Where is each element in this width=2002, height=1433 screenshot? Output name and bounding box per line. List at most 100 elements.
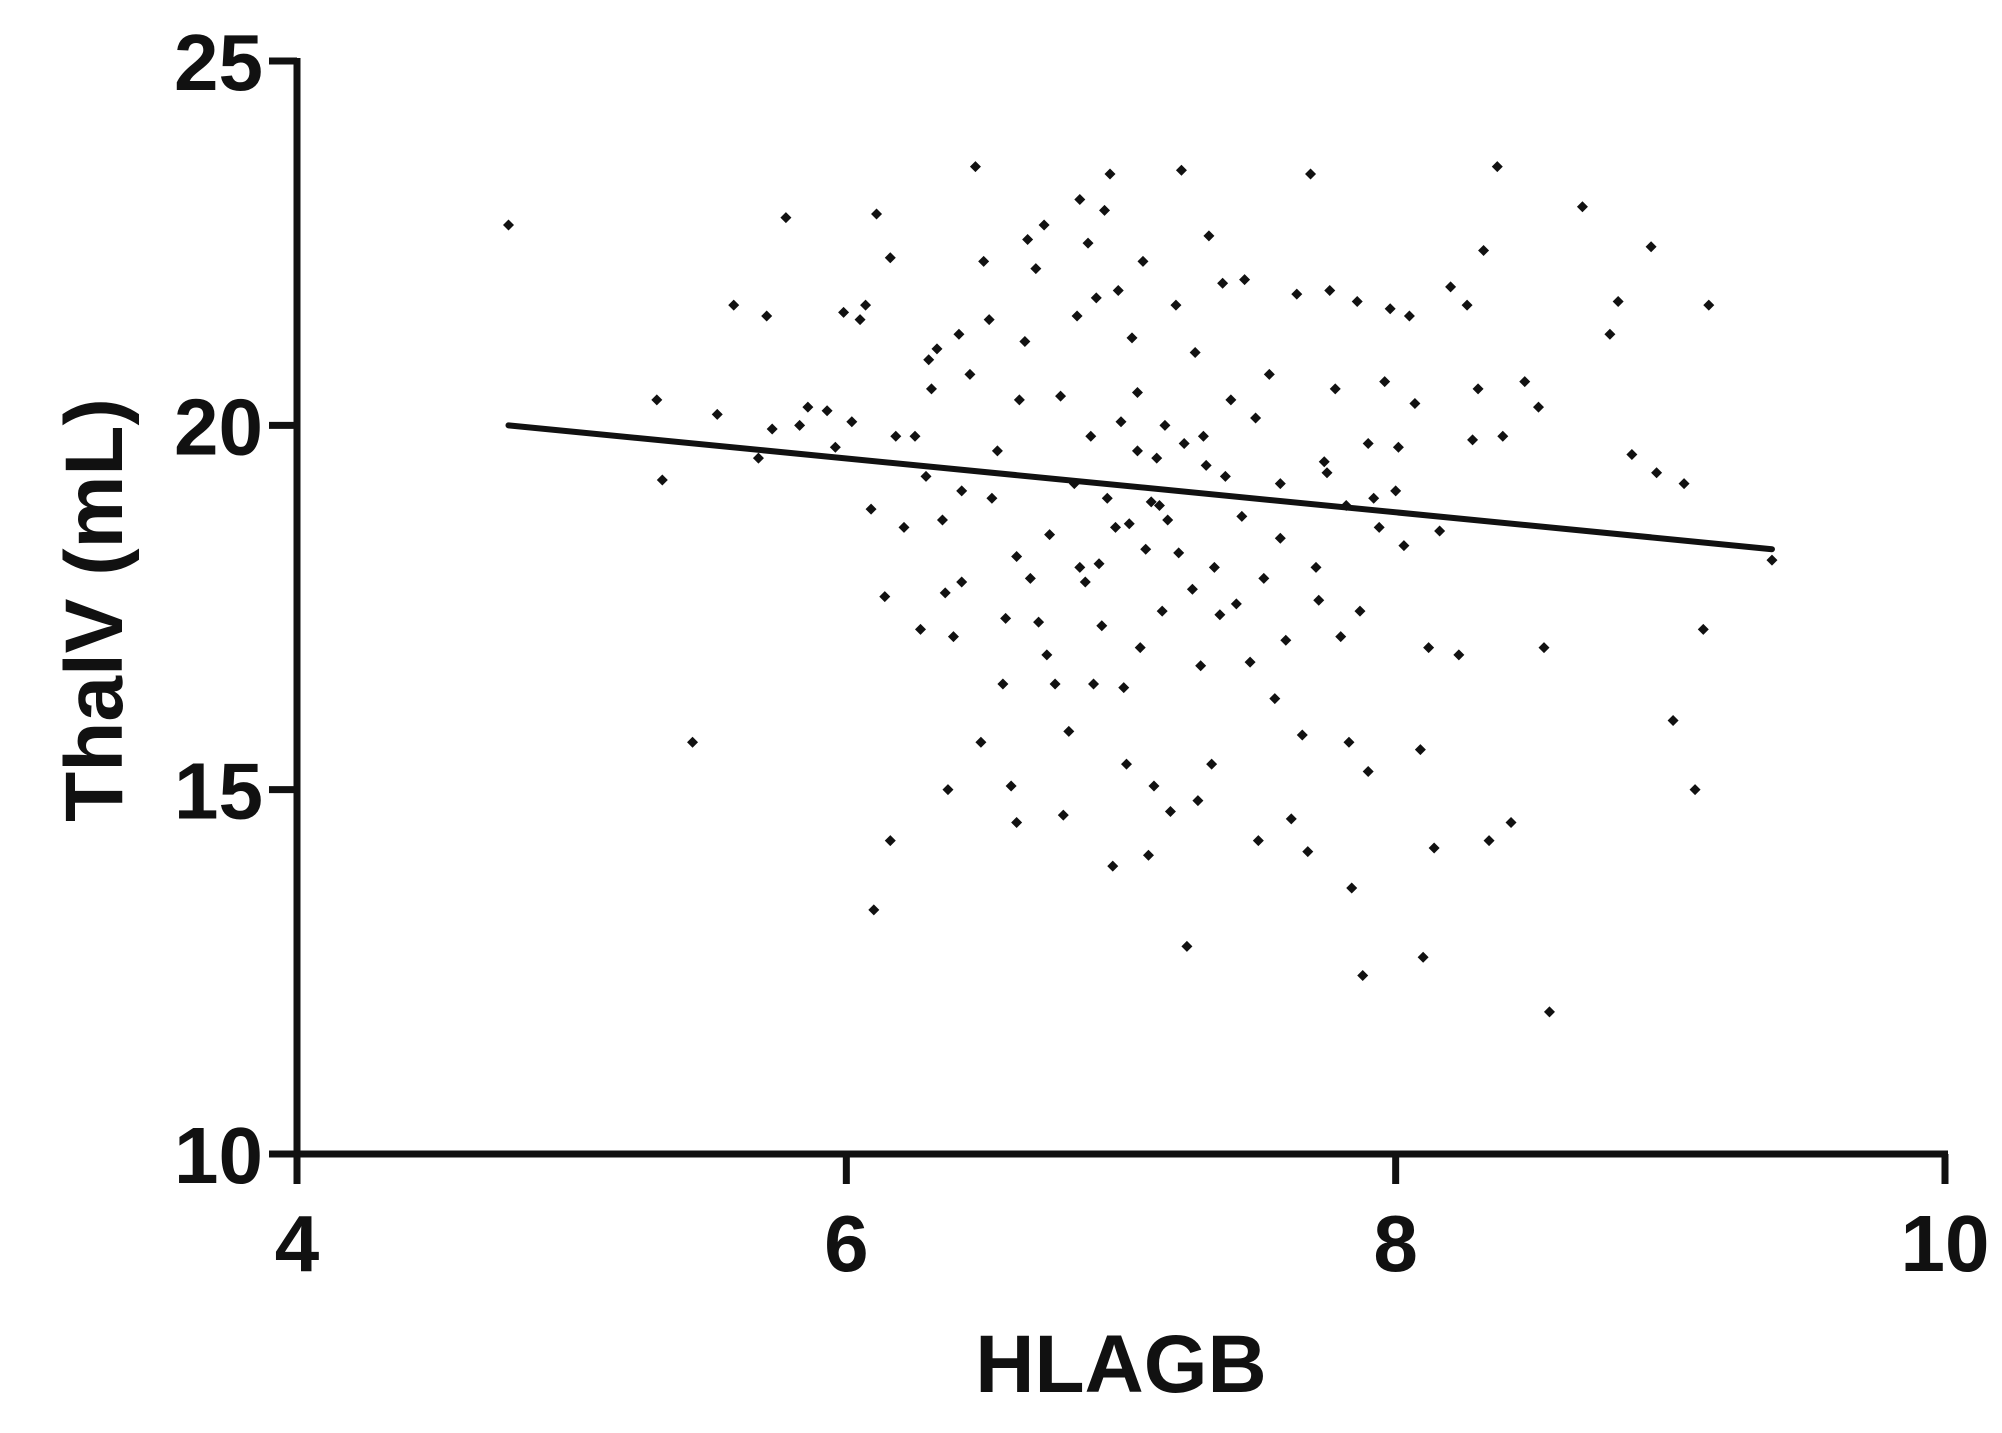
data-point bbox=[752, 452, 764, 464]
data-point bbox=[1118, 682, 1130, 694]
data-point bbox=[711, 408, 723, 420]
data-point bbox=[1390, 485, 1402, 497]
data-point bbox=[1005, 780, 1017, 792]
data-point bbox=[884, 835, 896, 847]
data-point bbox=[1362, 438, 1374, 450]
data-point bbox=[1368, 492, 1380, 504]
data-point bbox=[1532, 401, 1544, 413]
data-point bbox=[1478, 244, 1490, 256]
x-tick-label: 10 bbox=[1901, 1199, 1990, 1288]
data-point bbox=[1162, 514, 1174, 526]
data-point bbox=[1011, 550, 1023, 562]
data-point bbox=[1357, 969, 1369, 981]
data-point bbox=[1379, 376, 1391, 388]
data-point bbox=[969, 161, 981, 173]
data-point bbox=[925, 383, 937, 395]
data-point bbox=[1472, 383, 1484, 395]
data-point bbox=[1538, 642, 1550, 654]
data-point bbox=[1280, 634, 1292, 646]
data-point bbox=[991, 445, 1003, 457]
data-point bbox=[1453, 649, 1465, 661]
data-point bbox=[1000, 612, 1012, 624]
data-point bbox=[780, 212, 792, 224]
x-tick-label: 8 bbox=[1373, 1199, 1418, 1288]
data-point bbox=[854, 314, 866, 326]
data-point bbox=[1074, 193, 1086, 205]
data-point bbox=[898, 521, 910, 533]
data-point bbox=[1022, 234, 1034, 246]
data-point bbox=[920, 470, 932, 482]
data-point bbox=[1085, 430, 1097, 442]
data-point bbox=[1263, 368, 1275, 380]
data-point bbox=[1258, 572, 1270, 584]
data-point bbox=[1269, 693, 1281, 705]
data-point bbox=[1126, 332, 1138, 344]
data-point bbox=[728, 299, 740, 311]
data-point bbox=[1115, 416, 1127, 428]
data-point bbox=[1019, 336, 1031, 348]
x-axis-title: HLAGB bbox=[975, 1319, 1267, 1410]
data-point bbox=[1244, 656, 1256, 668]
data-point bbox=[1467, 434, 1479, 446]
data-point bbox=[1225, 394, 1237, 406]
data-point bbox=[1134, 642, 1146, 654]
data-point bbox=[890, 430, 902, 442]
data-point bbox=[1483, 835, 1495, 847]
data-point bbox=[1159, 419, 1171, 431]
data-point bbox=[1519, 376, 1531, 388]
data-point bbox=[1170, 299, 1182, 311]
data-point bbox=[1178, 438, 1190, 450]
axes: 10 15 20 25 4 6 8 10 bbox=[174, 18, 1989, 1288]
data-point bbox=[1274, 532, 1286, 544]
data-point bbox=[1195, 660, 1207, 672]
y-tick-label: 10 bbox=[174, 1111, 263, 1200]
data-point bbox=[1274, 478, 1286, 490]
data-point bbox=[956, 485, 968, 497]
data-point bbox=[502, 219, 514, 231]
data-point bbox=[802, 401, 814, 413]
data-point bbox=[1104, 168, 1116, 180]
data-point bbox=[1181, 940, 1193, 952]
data-point bbox=[1497, 430, 1509, 442]
data-point bbox=[1354, 605, 1366, 617]
data-point bbox=[1217, 277, 1229, 289]
data-point bbox=[1491, 161, 1503, 173]
data-point bbox=[687, 736, 699, 748]
data-point bbox=[1543, 1006, 1555, 1018]
regression-line-group bbox=[505, 422, 1775, 553]
x-tick-label: 6 bbox=[824, 1199, 869, 1288]
data-point bbox=[914, 623, 926, 635]
data-point bbox=[879, 591, 891, 603]
data-point bbox=[1079, 576, 1091, 588]
data-point bbox=[1112, 285, 1124, 297]
data-point bbox=[1678, 478, 1690, 490]
data-point bbox=[1346, 882, 1358, 894]
data-point bbox=[651, 394, 663, 406]
data-point bbox=[1703, 299, 1715, 311]
data-point bbox=[1434, 525, 1446, 537]
data-point bbox=[1324, 285, 1336, 297]
data-point bbox=[1403, 310, 1415, 322]
data-point bbox=[1110, 521, 1122, 533]
data-point bbox=[1131, 445, 1143, 457]
data-point bbox=[846, 416, 858, 428]
data-point bbox=[821, 405, 833, 417]
data-point bbox=[1206, 758, 1218, 770]
data-point bbox=[1049, 678, 1061, 690]
data-point bbox=[1219, 470, 1231, 482]
data-point bbox=[1173, 547, 1185, 559]
data-point bbox=[1335, 631, 1347, 643]
data-point bbox=[1392, 441, 1404, 453]
data-point bbox=[1142, 849, 1154, 861]
data-point bbox=[975, 736, 987, 748]
data-point bbox=[1082, 237, 1094, 249]
data-point bbox=[1189, 346, 1201, 358]
data-point bbox=[1252, 835, 1264, 847]
data-point bbox=[794, 419, 806, 431]
y-tick-label: 15 bbox=[174, 747, 263, 836]
data-point bbox=[1164, 806, 1176, 818]
data-point bbox=[1576, 201, 1588, 213]
data-point bbox=[1192, 795, 1204, 807]
data-point bbox=[1373, 521, 1385, 533]
data-point bbox=[1291, 288, 1303, 300]
